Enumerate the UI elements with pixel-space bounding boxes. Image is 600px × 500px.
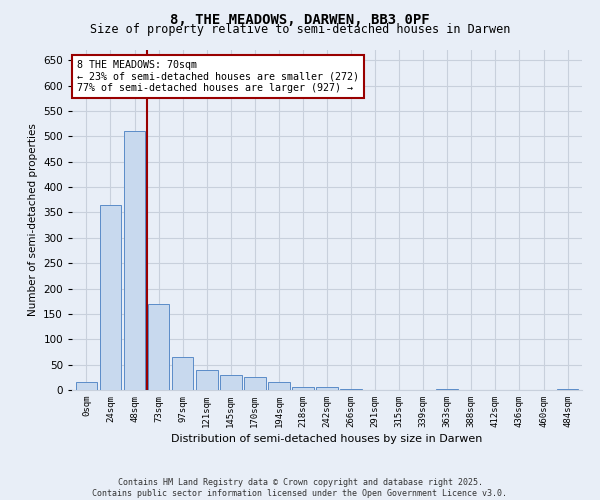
Bar xyxy=(148,304,169,390)
Text: Contains HM Land Registry data © Crown copyright and database right 2025.
Contai: Contains HM Land Registry data © Crown c… xyxy=(92,478,508,498)
Bar xyxy=(196,370,218,390)
Y-axis label: Number of semi-detached properties: Number of semi-detached properties xyxy=(28,124,38,316)
Bar xyxy=(100,205,121,390)
Bar xyxy=(268,382,290,390)
Bar xyxy=(316,388,338,390)
X-axis label: Distribution of semi-detached houses by size in Darwen: Distribution of semi-detached houses by … xyxy=(172,434,482,444)
Bar xyxy=(124,131,145,390)
Text: Size of property relative to semi-detached houses in Darwen: Size of property relative to semi-detach… xyxy=(90,22,510,36)
Bar xyxy=(220,375,242,390)
Text: 8 THE MEADOWS: 70sqm
← 23% of semi-detached houses are smaller (272)
77% of semi: 8 THE MEADOWS: 70sqm ← 23% of semi-detac… xyxy=(77,60,359,94)
Bar xyxy=(292,388,314,390)
Bar xyxy=(76,382,97,390)
Bar xyxy=(172,357,193,390)
Text: 8, THE MEADOWS, DARWEN, BB3 0PF: 8, THE MEADOWS, DARWEN, BB3 0PF xyxy=(170,12,430,26)
Bar xyxy=(244,378,266,390)
